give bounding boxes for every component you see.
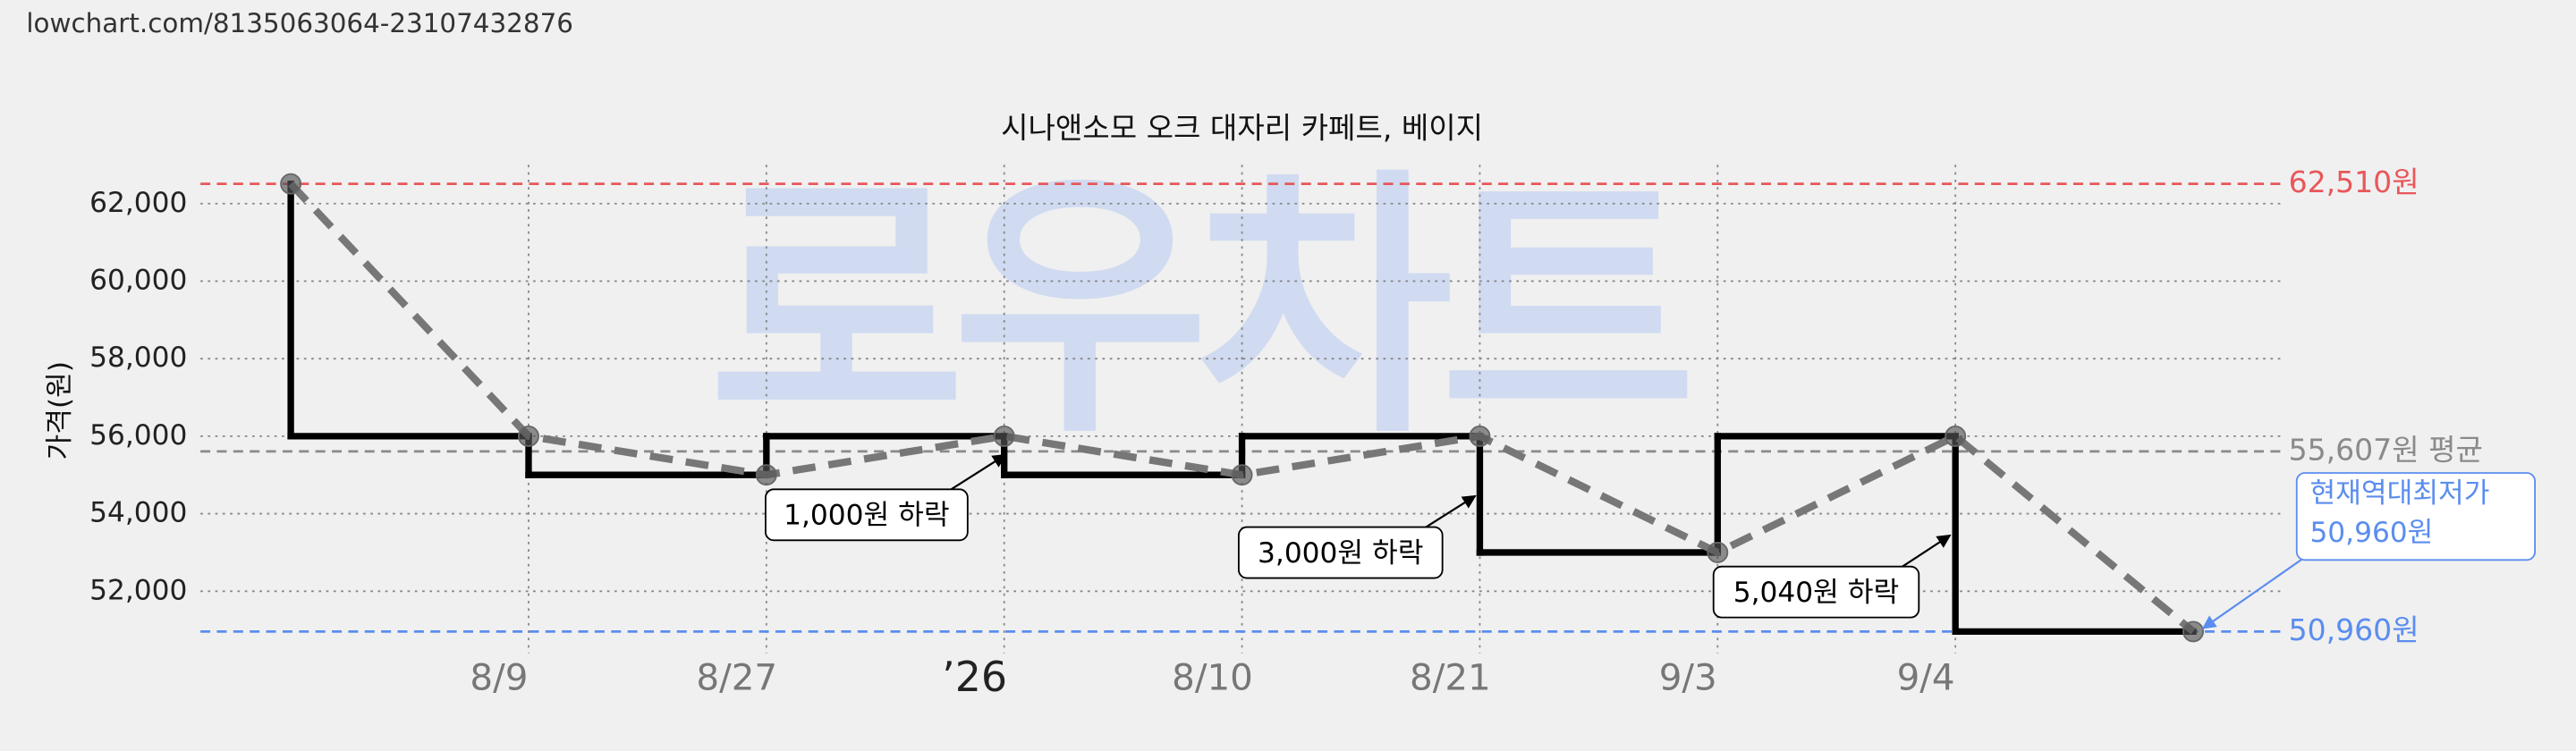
chart-title: 시나앤소모 오크 대자리 카페트, 베이지 xyxy=(1001,111,1483,146)
annotation-box xyxy=(1237,526,1444,579)
price-point xyxy=(993,425,1015,447)
x-tick-label: 8/9 xyxy=(470,655,528,698)
y-tick-label: 58,000 xyxy=(89,342,187,374)
price-point xyxy=(1231,464,1253,486)
annotation-text: 1,000원 하락 xyxy=(784,500,949,532)
x-tick-label: 9/4 xyxy=(1897,655,1955,698)
price-point xyxy=(280,173,302,195)
y-tick-label: 60,000 xyxy=(89,264,187,296)
annotation-text: 5,040원 하락 xyxy=(1733,577,1899,609)
callout-text: 현재역대최저가 xyxy=(2309,477,2489,510)
callout-text: 50,960원 xyxy=(2309,517,2433,549)
price-point xyxy=(2182,620,2204,643)
x-tick-label: 8/10 xyxy=(1172,655,1253,698)
annotation-box xyxy=(765,488,969,542)
annotation-arrow xyxy=(1902,534,1952,568)
price-point xyxy=(1707,542,1729,563)
annotation-arrow xyxy=(950,453,1007,491)
reference-label: 62,510원 xyxy=(2289,165,2419,199)
y-tick-label: 62,000 xyxy=(89,187,187,219)
x-tick-label: 9/3 xyxy=(1659,655,1717,698)
annotation-arrow xyxy=(1425,494,1477,528)
y-tick-label: 52,000 xyxy=(89,574,187,606)
watermark: 로우차트 xyxy=(708,146,1689,471)
annotation-box xyxy=(1712,565,1920,619)
reference-label: 50,960원 xyxy=(2289,612,2419,647)
reference-label: 55,607원 평균 xyxy=(2289,432,2483,467)
price-point xyxy=(518,425,539,447)
price-point xyxy=(1945,425,1967,447)
y-tick-label: 54,000 xyxy=(89,497,187,529)
callout-arrow xyxy=(2201,557,2304,629)
price-point xyxy=(755,464,777,486)
y-tick-label: 56,000 xyxy=(89,419,187,451)
callout-box xyxy=(2295,472,2536,561)
price-point xyxy=(1469,425,1491,447)
x-tick-label: 8/21 xyxy=(1410,655,1491,698)
url: lowchart.com/8135063064-23107432876 xyxy=(26,8,573,38)
annotation-text: 3,000원 하락 xyxy=(1258,537,1423,570)
x-tick-label: ’26 xyxy=(942,653,1007,701)
x-tick-label: 8/27 xyxy=(696,655,777,698)
y-axis-label: 가격(원) xyxy=(44,361,76,460)
